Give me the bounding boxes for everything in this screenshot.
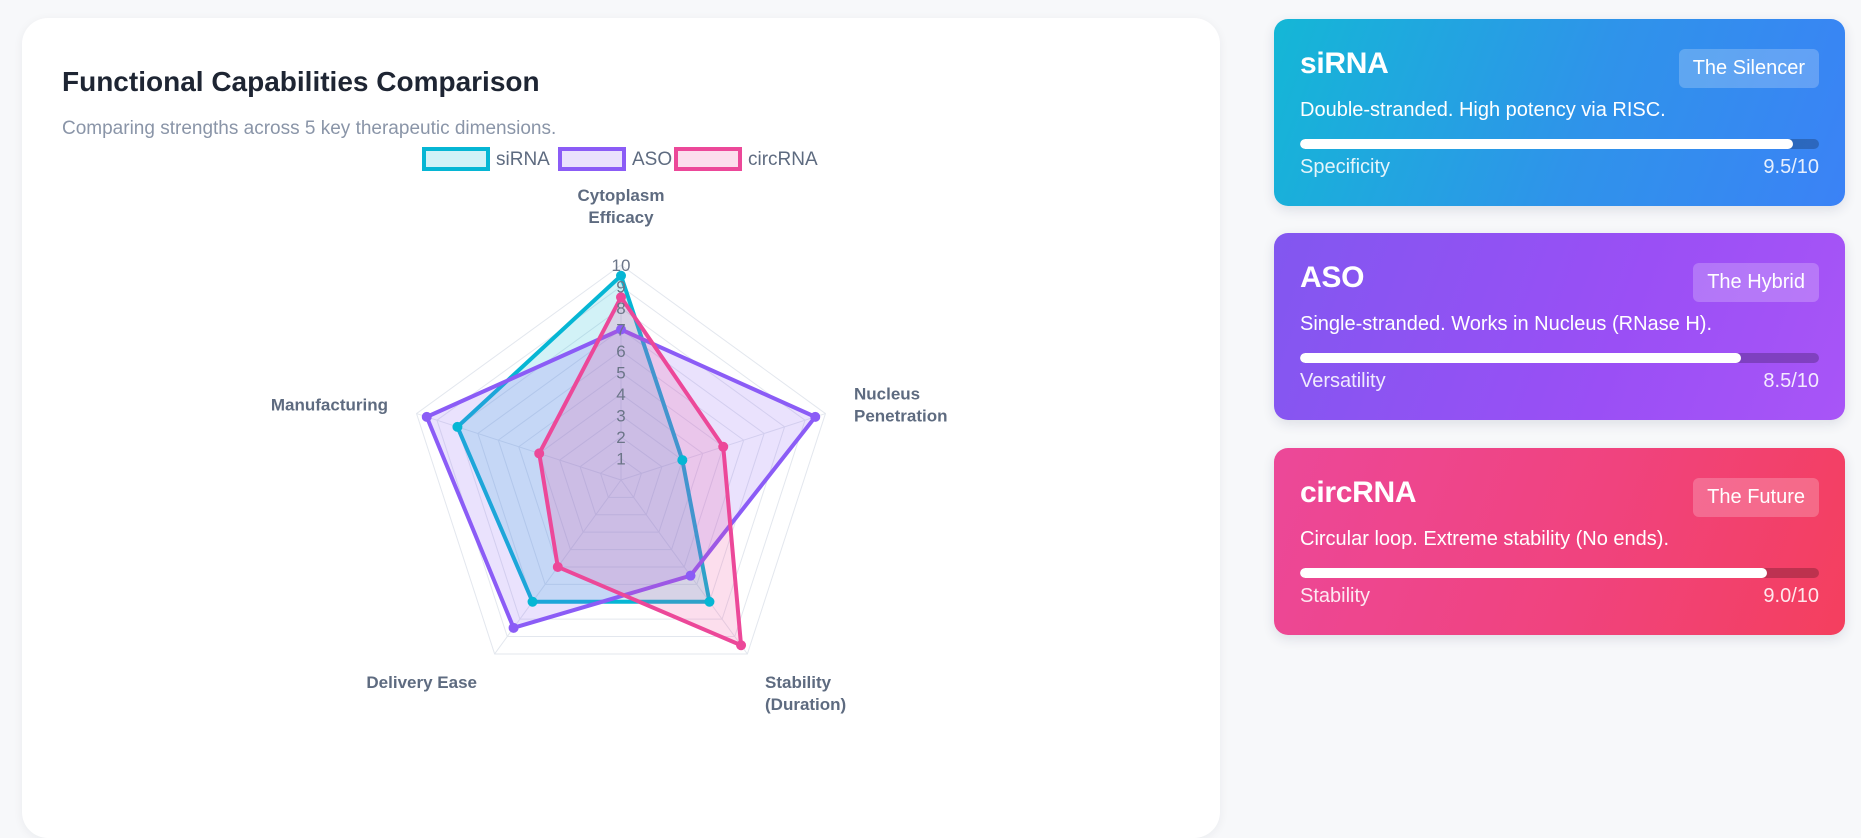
card-sirna: siRNA The Silencer Double-stranded. High… — [1274, 19, 1845, 206]
series-aso-point — [421, 411, 432, 422]
radial-tick-label: 5 — [616, 364, 625, 383]
legend-label-sirna: siRNA — [496, 149, 550, 170]
series-sirna-area — [455, 273, 712, 604]
card-metric-label: Specificity — [1300, 156, 1391, 178]
card-badge: The Future — [1693, 478, 1819, 517]
grid-spoke — [620, 479, 748, 655]
axis-label-line: (Duration) — [765, 695, 846, 714]
axis-label: Stability (Duration) — [765, 673, 846, 714]
card-name: ASO — [1300, 261, 1365, 294]
grid-ring — [579, 436, 663, 516]
axis-label-line: Nucleus — [854, 384, 920, 403]
radar-chart: 1 2 3 4 5 6 7 8 9 10 Cytoplasm Efficacy Nucleus Penet… — [271, 147, 948, 714]
axis-label: Cytoplasm Efficacy — [578, 186, 665, 227]
grid-ring — [415, 264, 827, 655]
card-score: 8.5/10 — [1763, 370, 1819, 392]
series-circrna-point — [718, 441, 729, 452]
chart-panel: Functional Capabilities Comparison Compa… — [22, 18, 1220, 838]
card-description: Single-stranded. Works in Nucleus (RNase… — [1300, 313, 1713, 335]
axis-label-line: Efficacy — [588, 208, 654, 227]
card-score: 9.0/10 — [1763, 585, 1819, 607]
series-aso-point — [685, 570, 696, 581]
radial-tick-label: 4 — [616, 385, 625, 404]
grid-ring — [497, 350, 745, 585]
series-circrna-point — [616, 292, 626, 303]
axis-label: Manufacturing — [271, 395, 388, 414]
grid-ring — [559, 414, 683, 533]
card-aso: ASO The Hybrid Single-stranded. Works in… — [1274, 233, 1845, 420]
card-description: Circular loop. Extreme stability (No end… — [1300, 528, 1670, 550]
legend: siRNA ASO circRNA — [422, 147, 818, 171]
card-description: Double-stranded. High potency via RISC. — [1300, 99, 1666, 121]
card-name: circRNA — [1300, 476, 1417, 509]
series-aso-area — [424, 327, 818, 630]
card-progress-fill — [1300, 568, 1768, 578]
chart-title: Functional Capabilities Comparison — [62, 66, 540, 97]
card-progress-track — [1300, 568, 1819, 578]
card-badge: The Hybrid — [1693, 263, 1819, 302]
card-circrna: circRNA The Future Circular loop. Extrem… — [1274, 448, 1845, 635]
card-progress-track — [1300, 139, 1819, 149]
series-circrna-point — [552, 561, 563, 572]
axis-label-line: Stability — [765, 673, 832, 692]
series-aso-point — [616, 324, 626, 335]
radial-tick-label: 2 — [616, 428, 625, 447]
series-aso-point — [508, 622, 519, 633]
axis-label-line: Delivery Ease — [366, 673, 477, 692]
card-metric-label: Stability — [1300, 585, 1371, 607]
radial-tick-label: 7 — [616, 321, 625, 340]
grid-ring — [456, 307, 786, 620]
series-sirna-point — [677, 455, 688, 466]
radial-tick-label: 10 — [612, 256, 631, 275]
card-progress-fill — [1300, 353, 1742, 363]
legend-label-aso: ASO — [632, 149, 672, 170]
legend-swatch-circrna — [674, 147, 742, 171]
card-score: 9.5/10 — [1763, 156, 1819, 178]
radial-tick-label: 9 — [616, 278, 625, 297]
card-name: siRNA — [1300, 47, 1389, 80]
series-circrna-point — [534, 448, 545, 459]
axis-label-line: Manufacturing — [271, 395, 388, 414]
grid-ring — [599, 457, 643, 498]
series-sirna-point — [452, 421, 463, 432]
series-circrna-point — [736, 640, 747, 651]
radial-tick-label: 3 — [616, 407, 625, 426]
series-aso-point — [810, 411, 821, 422]
radial-tick-label: 1 — [616, 450, 625, 469]
grid-ring — [518, 371, 724, 568]
grid-spoke — [416, 413, 622, 481]
card-progress-track — [1300, 353, 1819, 363]
radial-tick-label: 6 — [616, 342, 625, 361]
legend-swatch-sirna — [422, 147, 490, 171]
legend-swatch-aso — [558, 147, 626, 171]
series-sirna-point — [616, 270, 626, 281]
series-circrna-area — [537, 295, 744, 648]
axis-label-line: Cytoplasm — [578, 186, 665, 205]
chart-subtitle: Comparing strengths across 5 key therape… — [62, 118, 557, 139]
legend-label-circrna: circRNA — [748, 149, 818, 170]
axis-label-line: Penetration — [854, 406, 948, 425]
series-sirna-point — [527, 596, 538, 607]
grid-ring — [538, 393, 704, 551]
radial-tick-label: 8 — [616, 299, 625, 318]
card-metric-label: Versatility — [1300, 370, 1386, 392]
axis-label: Delivery Ease — [366, 673, 477, 692]
card-badge: The Silencer — [1678, 49, 1819, 88]
series-sirna-point — [704, 596, 715, 607]
axis-label: Nucleus Penetration — [854, 384, 948, 425]
card-progress-fill — [1300, 139, 1794, 149]
